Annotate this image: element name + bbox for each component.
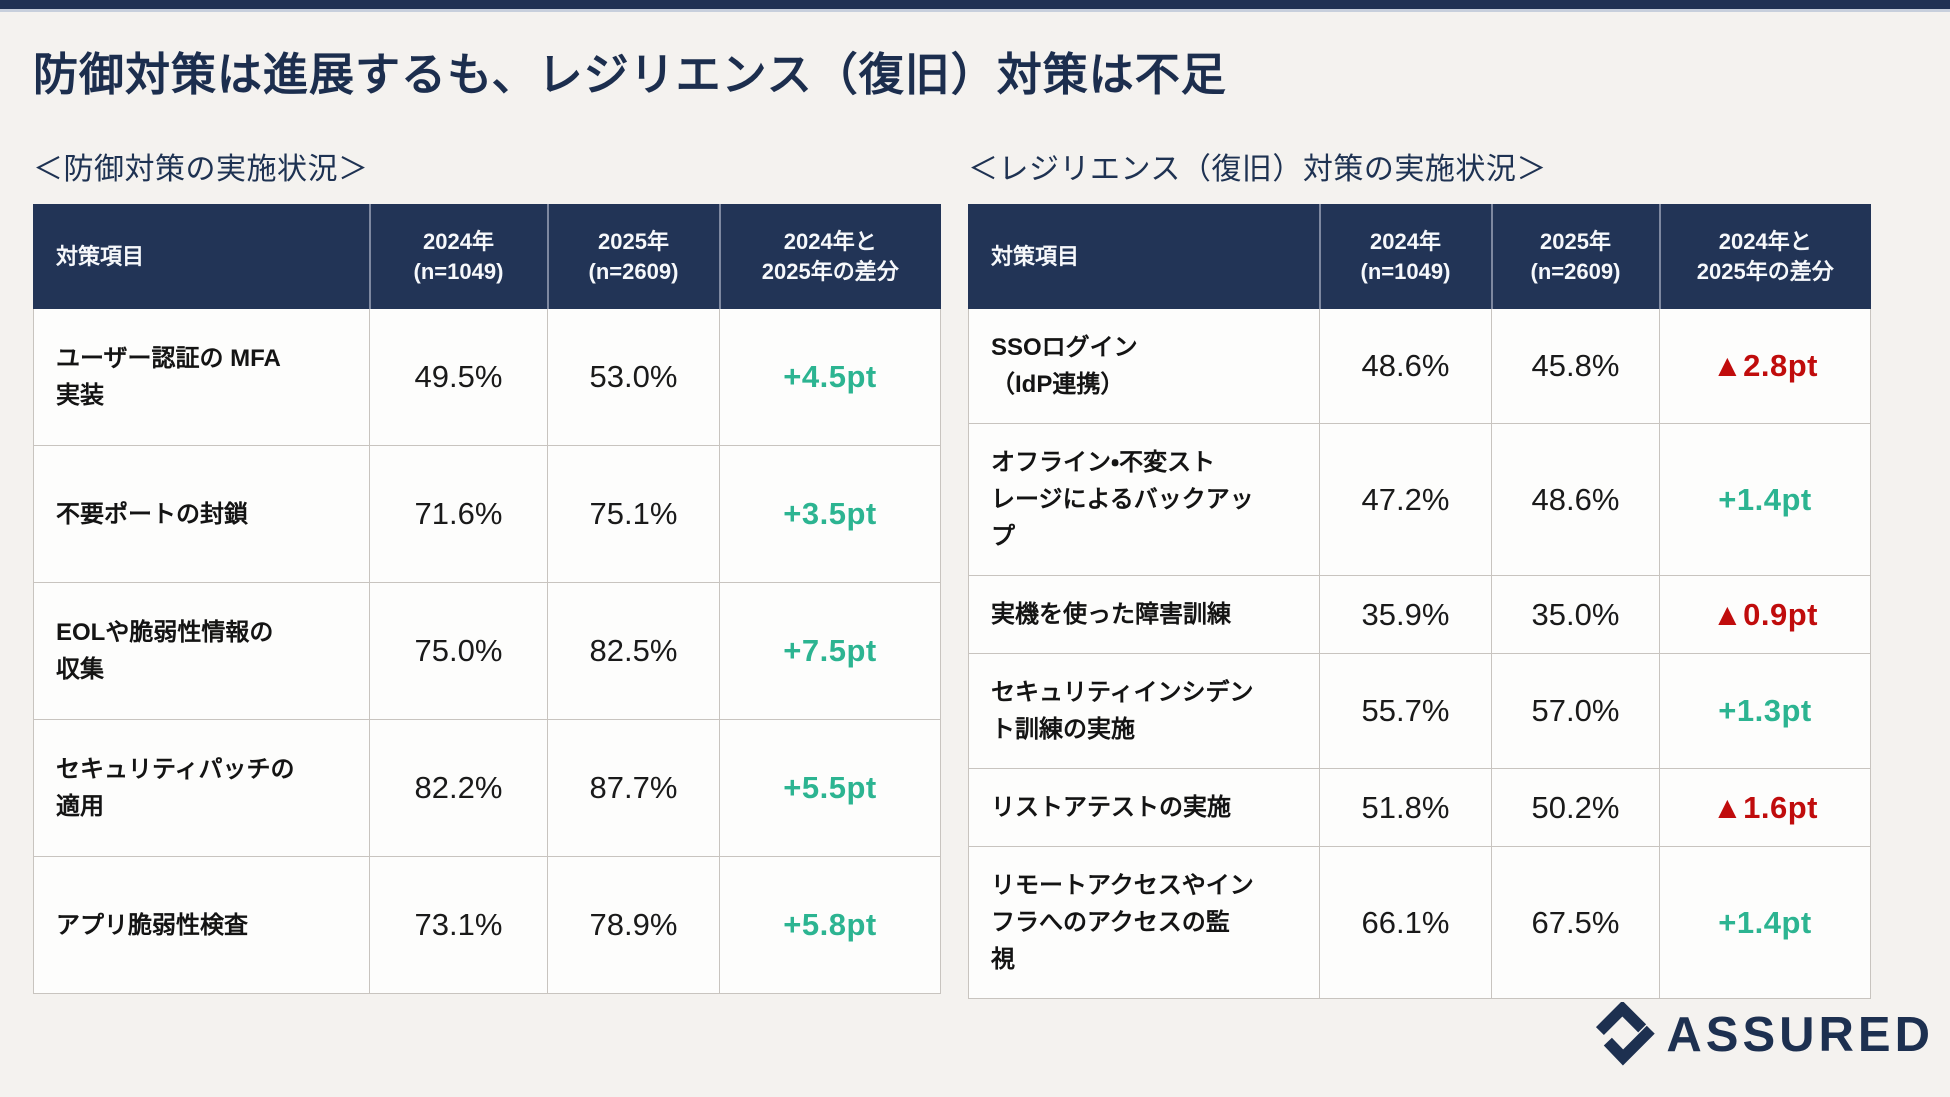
diff-cell: ▲1.6pt (1659, 768, 1871, 847)
column-header: 2024年 (n=1049) (368, 204, 548, 309)
value-2025-cell: 45.8% (1491, 308, 1660, 424)
assured-logo-text: ASSURED (1666, 1008, 1934, 1062)
value-2024-cell: 73.1% (369, 856, 548, 994)
table-row: セキュリティパッチの 適用 82.2% 87.7% +5.5pt (33, 719, 941, 857)
measure-name-cell: EOLや脆弱性情報の 収集 (33, 582, 370, 720)
tables-container: ＜防御対策の実施状況＞ 対策項目 2024年 (n=1049) 2025年 (n=2… (33, 144, 1950, 999)
table-row: セキュリティインシデン ト訓練の実施 55.7% 57.0% +1.3pt (968, 653, 1871, 769)
value-2025-cell: 53.0% (547, 308, 720, 446)
table-row: EOLや脆弱性情報の 収集 75.0% 82.5% +7.5pt (33, 582, 941, 720)
diff-cell: ▲0.9pt (1659, 575, 1871, 654)
diff-cell: +5.8pt (719, 856, 941, 994)
diff-cell: +1.4pt (1659, 423, 1871, 576)
value-2024-cell: 51.8% (1319, 768, 1492, 847)
diff-cell: +3.5pt (719, 445, 941, 583)
resilience-measures-table: 対策項目 2024年 (n=1049) 2025年 (n=2609) 2024年と 2… (968, 204, 1871, 999)
value-2024-cell: 75.0% (369, 582, 548, 720)
header-row: 対策項目 2024年 (n=1049) 2025年 (n=2609) 2024年と 2… (968, 204, 1871, 309)
table-row: リストアテストの実施 51.8% 50.2% ▲1.6pt (968, 768, 1871, 847)
resilience-table-subtitle: ＜レジリエンス（復旧）対策の実施状況＞ (968, 153, 1547, 186)
measure-name-cell: 不要ポートの封鎖 (33, 445, 370, 583)
defense-table-subtitle: ＜防御対策の実施状況＞ (33, 153, 369, 186)
table-row: リモートアクセスやイン フラへのアクセスの監 視 66.1% 67.5% +1.4pt (968, 846, 1871, 999)
measure-name-cell: リモートアクセスやイン フラへのアクセスの監 視 (968, 846, 1320, 999)
measure-name-cell: セキュリティインシデン ト訓練の実施 (968, 653, 1320, 769)
value-2025-cell: 87.7% (547, 719, 720, 857)
defense-measures-section: ＜防御対策の実施状況＞ 対策項目 2024年 (n=1049) 2025年 (n=2… (33, 144, 941, 999)
header-row: 対策項目 2024年 (n=1049) 2025年 (n=2609) 2024年と 2… (33, 204, 941, 309)
column-header: 対策項目 (33, 204, 370, 309)
value-2025-cell: 82.5% (547, 582, 720, 720)
diff-cell: +1.3pt (1659, 653, 1871, 769)
column-header: 2025年 (n=2609) (1490, 204, 1660, 309)
measure-name-cell: セキュリティパッチの 適用 (33, 719, 370, 857)
table-row: 実機を使った障害訓練 35.9% 35.0% ▲0.9pt (968, 575, 1871, 654)
column-header: 対策項目 (968, 204, 1320, 309)
table-row: オフライン・不変スト レージによるバックアッ プ 47.2% 48.6% +1.4pt (968, 423, 1871, 576)
column-header: 2024年 (n=1049) (1318, 204, 1492, 309)
column-header: 2025年 (n=2609) (546, 204, 720, 309)
value-2025-cell: 75.1% (547, 445, 720, 583)
defense-measures-table: 対策項目 2024年 (n=1049) 2025年 (n=2609) 2024年と 2… (33, 204, 941, 994)
measure-name-cell: 実機を使った障害訓練 (968, 575, 1320, 654)
measure-name-cell: アプリ脆弱性検査 (33, 856, 370, 994)
measure-name-cell: ユーザー認証の MFA 実装 (33, 308, 370, 446)
value-2025-cell: 35.0% (1491, 575, 1660, 654)
value-2024-cell: 48.6% (1319, 308, 1492, 424)
value-2024-cell: 66.1% (1319, 846, 1492, 999)
value-2024-cell: 49.5% (369, 308, 548, 446)
diff-cell: +1.4pt (1659, 846, 1871, 999)
column-header: 2024年と 2025年の差分 (718, 204, 941, 309)
value-2024-cell: 82.2% (369, 719, 548, 857)
value-2024-cell: 55.7% (1319, 653, 1492, 769)
assured-diamond-check-icon (1592, 1002, 1658, 1068)
slide: 防御対策は進展するも、レジリエンス（復旧）対策は不足 ＜防御対策の実施状況＞ 対… (0, 12, 1950, 999)
diff-cell: +4.5pt (719, 308, 941, 446)
table-row: アプリ脆弱性検査 73.1% 78.9% +5.8pt (33, 856, 941, 994)
table-row: ユーザー認証の MFA 実装 49.5% 53.0% +4.5pt (33, 308, 941, 446)
value-2025-cell: 48.6% (1491, 423, 1660, 576)
value-2024-cell: 35.9% (1319, 575, 1492, 654)
diff-cell: +7.5pt (719, 582, 941, 720)
value-2025-cell: 57.0% (1491, 653, 1660, 769)
value-2024-cell: 71.6% (369, 445, 548, 583)
column-header: 2024年と 2025年の差分 (1658, 204, 1871, 309)
value-2024-cell: 47.2% (1319, 423, 1492, 576)
measure-name-cell: オフライン・不変スト レージによるバックアッ プ (968, 423, 1320, 576)
table-row: SSOログイン （IdP連携） 48.6% 45.8% ▲2.8pt (968, 308, 1871, 424)
page-title: 防御対策は進展するも、レジリエンス（復旧）対策は不足 (33, 50, 1227, 100)
diff-cell: +5.5pt (719, 719, 941, 857)
value-2025-cell: 50.2% (1491, 768, 1660, 847)
table-row: 不要ポートの封鎖 71.6% 75.1% +3.5pt (33, 445, 941, 583)
measure-name-cell: SSOログイン （IdP連携） (968, 308, 1320, 424)
resilience-measures-section: ＜レジリエンス（復旧）対策の実施状況＞ 対策項目 2024年 (n=1049) 20… (968, 144, 1871, 999)
value-2025-cell: 67.5% (1491, 846, 1660, 999)
measure-name-cell: リストアテストの実施 (968, 768, 1320, 847)
assured-logo: ASSURED (1592, 1002, 1934, 1068)
diff-cell: ▲2.8pt (1659, 308, 1871, 424)
top-accent-bar (0, 0, 1950, 12)
value-2025-cell: 78.9% (547, 856, 720, 994)
